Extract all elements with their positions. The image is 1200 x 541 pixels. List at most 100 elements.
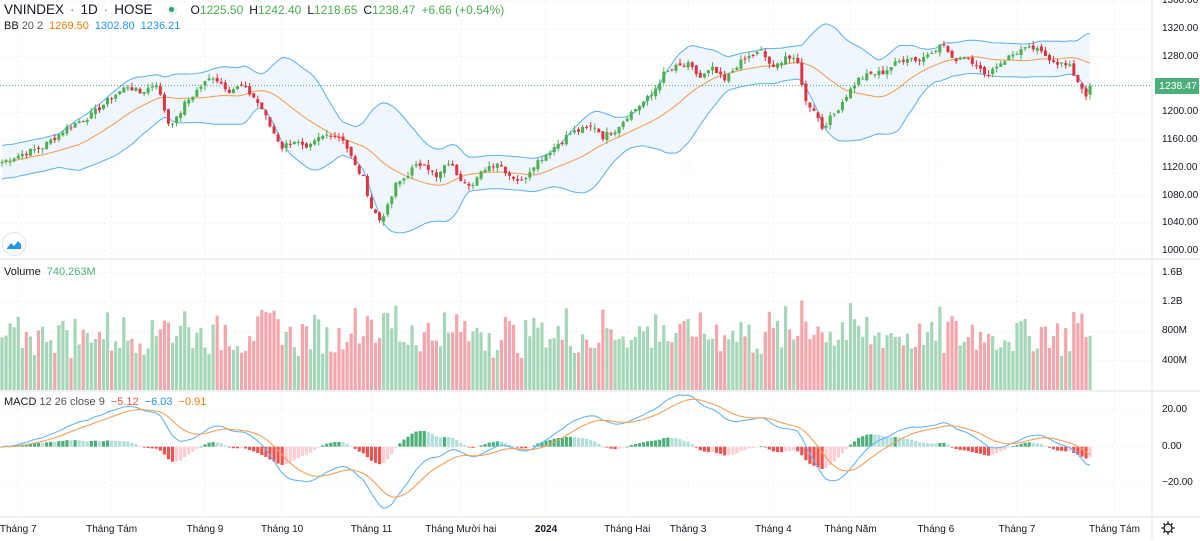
macd-hist-bar xyxy=(848,444,853,447)
macd-hist-bar xyxy=(272,446,276,462)
volume-bar xyxy=(702,333,706,390)
macd-hist-bar xyxy=(524,446,528,449)
volume-bar xyxy=(260,309,264,390)
time-tick-label: Tháng 9 xyxy=(186,524,224,535)
volume-bar xyxy=(662,325,666,390)
macd-hist-bar xyxy=(991,446,995,455)
volume-bar xyxy=(130,338,134,390)
macd-hist-bar xyxy=(1064,446,1068,452)
macd-legend[interactable]: MACD 12 26 close 9 −5.12 −6.03 −0.91 xyxy=(4,396,206,408)
volume-bar xyxy=(12,327,16,390)
volume-bar xyxy=(942,352,946,390)
macd-hist-bar xyxy=(81,440,85,447)
macd-tick-label: −20.00 xyxy=(1162,477,1193,489)
volume-bar xyxy=(219,350,223,390)
macd-hist-bar xyxy=(719,446,723,454)
volume-bar xyxy=(796,335,800,390)
volume-bar xyxy=(572,353,577,390)
volume-bar xyxy=(422,332,426,390)
volume-bar xyxy=(1039,327,1043,390)
macd-hist-bar xyxy=(865,434,869,447)
candle-up xyxy=(999,63,1003,67)
volume-bar xyxy=(1088,335,1092,390)
macd-hist-bar xyxy=(751,446,755,448)
volume-bar xyxy=(215,315,219,390)
macd-hist-bar xyxy=(625,446,629,448)
candle-up xyxy=(755,51,759,55)
candle-up xyxy=(171,123,175,125)
macd-hist-bar xyxy=(471,446,475,448)
volume-bar xyxy=(321,353,325,390)
volume-bar xyxy=(893,336,897,390)
candle-up xyxy=(410,167,414,176)
volume-bar xyxy=(32,355,37,390)
macd-hist-bar xyxy=(629,445,633,447)
tradingview-cloud-icon[interactable] xyxy=(2,232,26,256)
candle-up xyxy=(828,115,832,125)
volume-bar xyxy=(373,342,378,390)
bb-legend[interactable]: BB 20 2 1269.50 1302.80 1236.21 xyxy=(4,20,180,32)
bb-params: 20 2 xyxy=(21,20,44,32)
volume-bar xyxy=(438,346,443,390)
candle-up xyxy=(382,216,386,222)
candle-down xyxy=(341,136,345,141)
macd-hist-bar xyxy=(499,441,503,447)
volume-bar xyxy=(869,344,873,390)
volume-bar xyxy=(650,347,654,390)
macd-hist-bar xyxy=(313,446,317,451)
candle-down xyxy=(1052,60,1056,62)
candle-down xyxy=(97,107,101,111)
macd-hist-bar xyxy=(995,446,999,454)
macd-hist-bar xyxy=(982,446,987,455)
macd-hist-bar xyxy=(28,443,33,447)
candle-up xyxy=(61,132,65,136)
volume-bar xyxy=(296,356,300,390)
candle-up xyxy=(402,178,406,181)
macd-hist-bar xyxy=(227,446,231,448)
volume-bar xyxy=(284,331,288,390)
volume-bar xyxy=(840,322,845,390)
candle-down xyxy=(276,134,280,142)
candle-up xyxy=(926,54,930,58)
macd-hist-bar xyxy=(739,446,743,452)
volume-bar xyxy=(430,340,434,390)
macd-hist-bar xyxy=(170,446,175,462)
volume-bar xyxy=(97,331,102,390)
macd-hist-bar xyxy=(162,446,166,455)
volume-bar xyxy=(73,318,77,390)
volume-bar xyxy=(966,337,970,390)
macd-hist-bar xyxy=(1011,446,1015,447)
candle-up xyxy=(629,111,633,120)
macd-hist-bar xyxy=(926,443,930,447)
volume-bar xyxy=(520,358,524,390)
candle-up xyxy=(1011,54,1015,57)
macd-hist-bar xyxy=(1088,446,1092,458)
candle-down xyxy=(516,179,520,181)
candle-up xyxy=(840,101,844,111)
macd-hist-bar xyxy=(686,441,690,447)
candle-up xyxy=(877,70,881,75)
macd-hist-bar xyxy=(796,446,800,452)
candle-up xyxy=(1019,49,1023,56)
volume-bar xyxy=(81,329,85,390)
macd-hist-bar xyxy=(382,446,386,463)
candle-down xyxy=(1072,63,1076,76)
volume-legend[interactable]: Volume 740.263M xyxy=(4,266,96,278)
volume-bar xyxy=(536,327,540,390)
volume-bar xyxy=(568,345,572,390)
gear-icon[interactable] xyxy=(1160,520,1176,536)
candle-up xyxy=(556,144,560,149)
symbol-name[interactable]: VNINDEX xyxy=(4,2,65,17)
macd-hist-bar xyxy=(666,437,670,447)
volume-bar xyxy=(999,347,1003,390)
candle-up xyxy=(122,87,126,93)
macd-hist-bar xyxy=(617,446,621,449)
time-tick-label: 2024 xyxy=(534,524,558,535)
macd-hist-bar xyxy=(934,443,938,447)
macd-hist-bar xyxy=(451,437,455,447)
interval-label[interactable]: 1D xyxy=(80,2,98,17)
candle-down xyxy=(751,54,755,56)
macd-hist-bar xyxy=(69,440,73,447)
volume-bar xyxy=(325,327,329,390)
